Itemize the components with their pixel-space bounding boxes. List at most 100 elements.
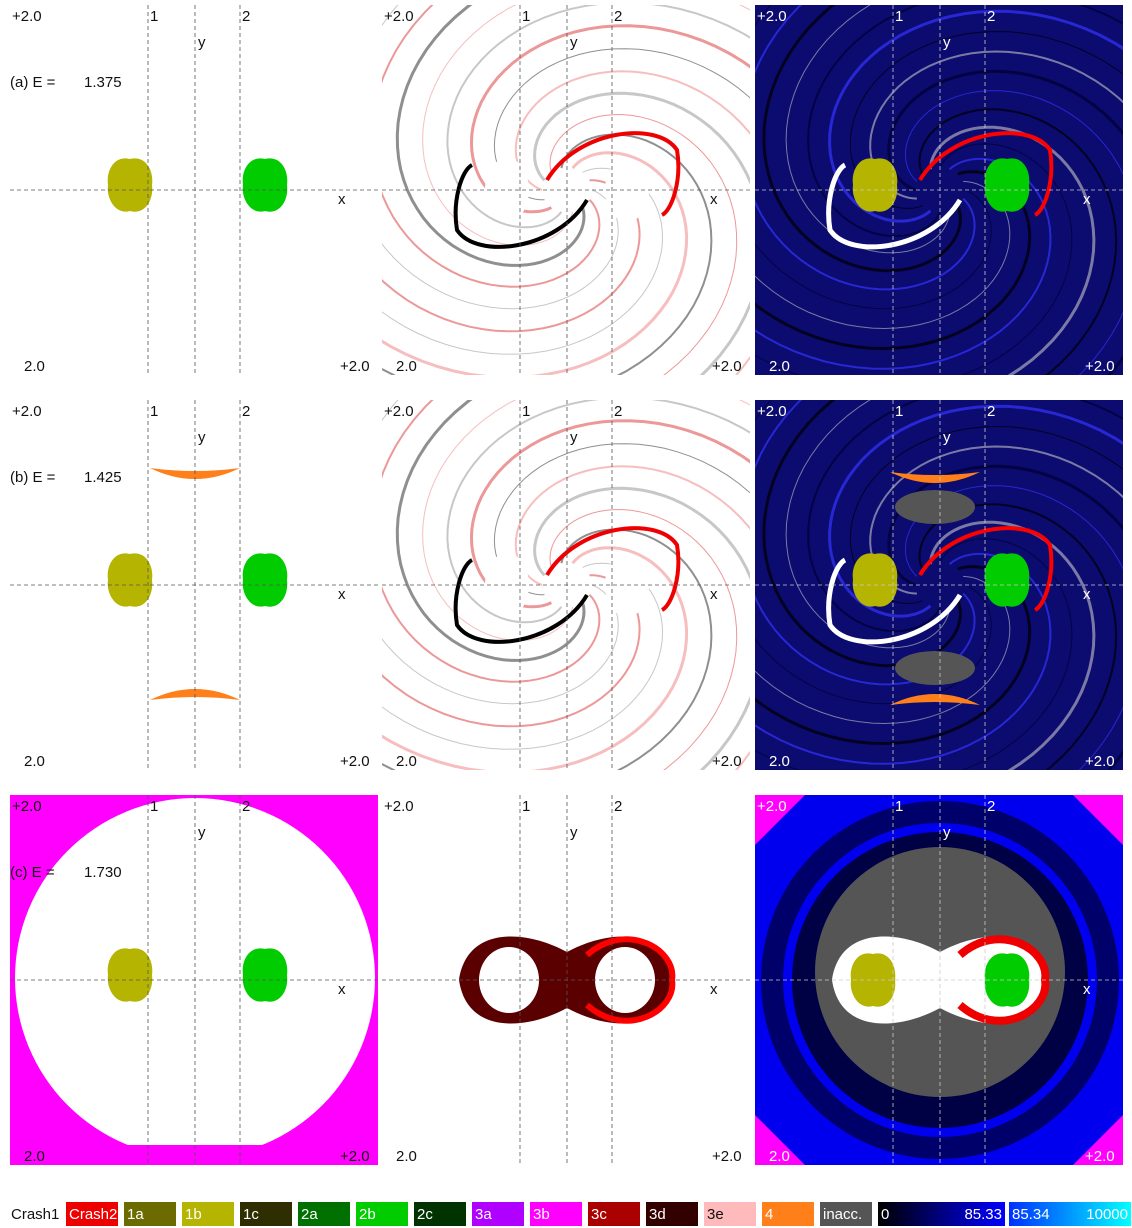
legend-label: 1b	[185, 1206, 202, 1223]
legend-label: 0	[881, 1206, 889, 1223]
inaccessible	[895, 490, 975, 524]
axis-label: 1	[895, 403, 903, 420]
legend-label: 1c	[243, 1206, 259, 1223]
axis-label: +2.0	[12, 798, 42, 815]
energy: 1.730	[84, 864, 122, 881]
axis-label: x	[1083, 586, 1091, 603]
axis-label: +2.0	[1085, 1148, 1115, 1165]
legend-label: 3e	[707, 1206, 724, 1223]
axis-label: x	[710, 191, 718, 208]
axis-label: +2.0	[384, 798, 414, 815]
axis-label: +2.0	[340, 1148, 370, 1165]
basin	[108, 948, 153, 1001]
energy: 1.375	[84, 74, 122, 91]
row-label: (b) E =	[10, 469, 56, 486]
axis-label: +2.0	[712, 753, 742, 770]
row-label: (c) E =	[10, 864, 55, 881]
energy: 1.425	[84, 469, 122, 486]
panel	[10, 400, 378, 770]
axis-label: 1	[522, 403, 530, 420]
axis-label: +2.0	[1085, 753, 1115, 770]
axis-label: 1	[522, 798, 530, 815]
axis-label: x	[1083, 191, 1091, 208]
axis-label: +2.0	[1085, 358, 1115, 375]
inaccessible	[895, 651, 975, 685]
axis-label: 1	[150, 403, 158, 420]
bottom-mask	[10, 1145, 378, 1165]
legend-label: Crash2	[69, 1206, 117, 1223]
axis-label: +2.0	[384, 8, 414, 25]
axis-label: +2.0	[757, 403, 787, 420]
axis-label: +2.0	[712, 358, 742, 375]
axis-label: x	[710, 981, 718, 998]
figure: +2.0 1 2 y x 2.0 +2.0 +2.0 1 2 y x 2.0 +2.0 +2.0 1 2 y x 2.…	[0, 0, 1132, 1228]
axis-label: 2	[242, 798, 250, 815]
axis-label: 2.0	[769, 753, 790, 770]
legend-label: 4	[765, 1206, 773, 1223]
axis-label: 2.0	[769, 1148, 790, 1165]
legend-label: 3a	[475, 1206, 492, 1223]
axis-label: +2.0	[340, 358, 370, 375]
axis-label: x	[338, 981, 346, 998]
axis-label: x	[710, 586, 718, 603]
axis-label: 2.0	[24, 753, 45, 770]
axis-label: 2.0	[24, 1148, 45, 1165]
axis-label: 2	[987, 403, 995, 420]
legend-label: 85.33	[964, 1206, 1002, 1223]
axis-label: y	[198, 429, 206, 446]
basin	[853, 158, 898, 211]
legend-label: 3c	[591, 1206, 607, 1223]
basin	[243, 553, 288, 606]
axis-label: 2.0	[769, 358, 790, 375]
axis-label: +2.0	[757, 798, 787, 815]
basin	[243, 158, 288, 211]
legend-label: 10000	[1086, 1206, 1128, 1223]
axis-label: 1	[895, 798, 903, 815]
legend-label: 3d	[649, 1206, 666, 1223]
axis-label: 2	[987, 798, 995, 815]
legend-label: 85.34	[1012, 1206, 1050, 1223]
panel	[382, 795, 750, 1165]
axis-label: +2.0	[12, 8, 42, 25]
axis-label: 2	[242, 403, 250, 420]
axis-label: 2.0	[24, 358, 45, 375]
legend-label: 2a	[301, 1206, 318, 1223]
legend-label: 1a	[127, 1206, 144, 1223]
axis-label: x	[338, 191, 346, 208]
legend-label: 2b	[359, 1206, 376, 1223]
axis-label: 2	[614, 798, 622, 815]
basin	[108, 553, 153, 606]
axis-label: 1	[150, 798, 158, 815]
axis-label: 2.0	[396, 753, 417, 770]
legend-label: 2c	[417, 1206, 433, 1223]
axis-label: +2.0	[12, 403, 42, 420]
axis-label: x	[1083, 981, 1091, 998]
axis-label: y	[943, 34, 951, 51]
axis-label: 2	[242, 8, 250, 25]
axis-label: y	[943, 429, 951, 446]
axis-label: x	[338, 586, 346, 603]
axis-label: +2.0	[712, 1148, 742, 1165]
axis-label: 2	[614, 403, 622, 420]
row-label: (a) E =	[10, 74, 56, 91]
axis-label: y	[570, 34, 578, 51]
axis-label: y	[198, 34, 206, 51]
basin	[985, 158, 1030, 211]
axis-label: 2.0	[396, 1148, 417, 1165]
hole	[595, 947, 655, 1013]
axis-label: +2.0	[384, 403, 414, 420]
basin	[108, 158, 153, 211]
axis-label: y	[198, 824, 206, 841]
axis-label: 1	[895, 8, 903, 25]
legend-label: 3b	[533, 1206, 550, 1223]
panel	[10, 5, 378, 375]
axis-label: 2.0	[396, 358, 417, 375]
axis-label: 1	[522, 8, 530, 25]
legend-label: inacc.	[823, 1206, 862, 1223]
axis-label: 2	[614, 8, 622, 25]
axis-label: +2.0	[340, 753, 370, 770]
legend-label: Crash1	[11, 1206, 59, 1223]
basin	[985, 553, 1030, 606]
basin	[243, 948, 288, 1001]
panel	[10, 795, 378, 1165]
